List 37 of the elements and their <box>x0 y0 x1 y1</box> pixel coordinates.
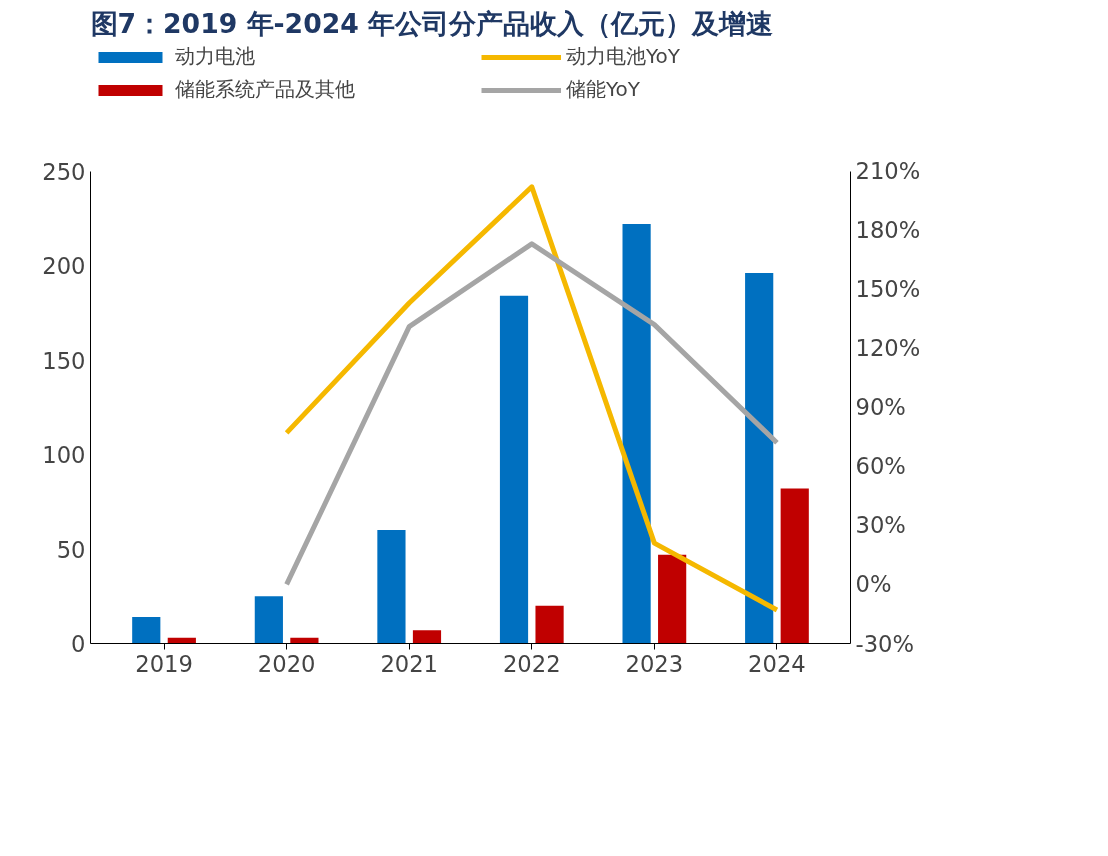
legend-label: 储能系统产品及其他 <box>175 76 356 103</box>
x-tick-label: 2024 <box>748 650 806 677</box>
y2-tick-label: -30% <box>855 630 915 657</box>
y2-tick-label: 30% <box>855 512 906 539</box>
bar <box>622 223 651 644</box>
x-tick-label: 2021 <box>380 650 439 677</box>
y2-tick-label: 90% <box>855 394 906 421</box>
y-tick-label: 50 <box>56 536 86 563</box>
bar <box>745 273 774 644</box>
x-tick-label: 2023 <box>625 650 684 677</box>
bar <box>377 530 406 644</box>
y2-tick-label: 120% <box>855 335 921 362</box>
y2-tick-label: 210% <box>855 158 921 185</box>
chart-title: 图7：2019 年-2024 年公司分产品收入（亿元）及增速 <box>90 7 774 39</box>
bar <box>412 630 442 644</box>
x-tick-label: 2022 <box>502 650 561 677</box>
bar <box>499 295 529 644</box>
y2-tick-label: 150% <box>855 276 921 303</box>
legend-label: 储能YoY <box>566 76 641 103</box>
legend-label: 动力电池YoY <box>566 43 681 70</box>
bar <box>780 488 809 644</box>
y-tick-label: 250 <box>42 158 86 185</box>
bar <box>132 617 161 644</box>
bar <box>290 637 319 644</box>
y-tick-label: 100 <box>42 442 86 469</box>
y2-tick-label: 60% <box>855 453 906 480</box>
bar <box>254 596 283 644</box>
x-tick-label: 2020 <box>257 650 316 677</box>
y2-tick-label: 0% <box>855 571 892 598</box>
y2-tick-label: 180% <box>855 217 921 244</box>
x-tick-label: 2019 <box>135 650 193 677</box>
y-tick-label: 150 <box>42 347 86 374</box>
legend-label: 动力电池 <box>175 43 256 70</box>
bar <box>535 605 564 644</box>
bar <box>658 554 687 644</box>
y-tick-label: 200 <box>42 253 86 280</box>
y-tick-label: 0 <box>71 631 86 657</box>
